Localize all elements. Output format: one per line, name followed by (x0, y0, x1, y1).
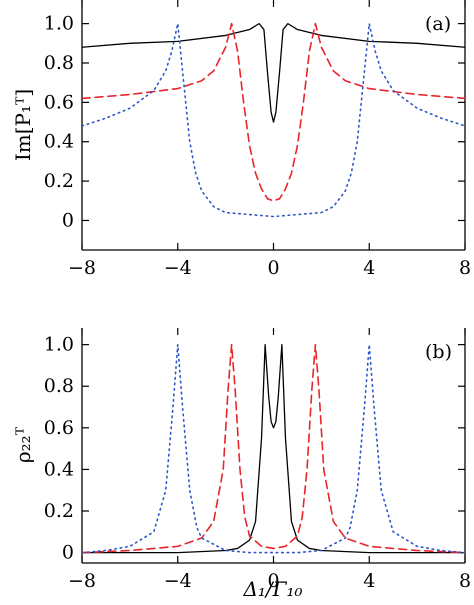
y-tick-label-a: 0.8 (44, 52, 74, 74)
panel-b: −8 −4 0 4 8 0 0.2 0.4 0.6 0.8 1.0 (44, 328, 471, 592)
panel-a-label: (a) (425, 13, 451, 35)
y-tick-label-a: 0 (62, 209, 74, 231)
x-tick-label-a: −8 (68, 257, 96, 279)
y-tick-label-a: 0.2 (44, 170, 74, 192)
series-solid-a (82, 22, 465, 123)
x-tick-label-a: 8 (459, 257, 471, 279)
series-dashed-b (82, 343, 465, 554)
y-tick-label-b: 0.8 (44, 375, 74, 397)
y-tick-label-b: 1.0 (44, 334, 74, 356)
x-tick-label-b: 4 (363, 570, 375, 592)
x-tick-label-b: 0 (267, 570, 279, 592)
y-axis-label-a: Im[P₁ᵀ] (11, 89, 35, 161)
x-tick-label-b: 8 (459, 570, 471, 592)
labels: (a) (b) Im[P₁ᵀ] ρ₂₂ᵀ Δ₁/Γ₁₀ (11, 13, 452, 601)
panel-b-label: (b) (425, 341, 452, 363)
x-tick-label-a: −4 (164, 257, 192, 279)
x-tick-label-b: −4 (164, 570, 192, 592)
y-tick-label-b: 0.6 (44, 417, 74, 439)
series-dotted-a (82, 22, 465, 218)
series-dashed-a (82, 22, 465, 202)
panel-a: −8 −4 0 4 8 0 0.2 0.4 0.6 0.8 1.0 (44, 0, 471, 279)
x-tick-label-a: 4 (363, 257, 375, 279)
y-tick-label-a: 0.4 (44, 131, 74, 153)
y-tick-label-b: 0.4 (44, 458, 74, 480)
y-tick-label-a: 1.0 (44, 13, 74, 35)
y-tick-label-b: 0.2 (44, 500, 74, 522)
x-tick-label-b: −8 (68, 570, 96, 592)
series-dotted-b (82, 343, 465, 554)
y-tick-label-a: 0.6 (44, 91, 74, 113)
y-axis-label-b: ρ₂₂ᵀ (11, 426, 35, 463)
series-solid-b (82, 343, 465, 554)
x-tick-label-a: 0 (267, 257, 279, 279)
y-tick-label-b: 0 (62, 542, 74, 564)
x-axis-label: Δ₁/Γ₁₀ (242, 577, 302, 601)
